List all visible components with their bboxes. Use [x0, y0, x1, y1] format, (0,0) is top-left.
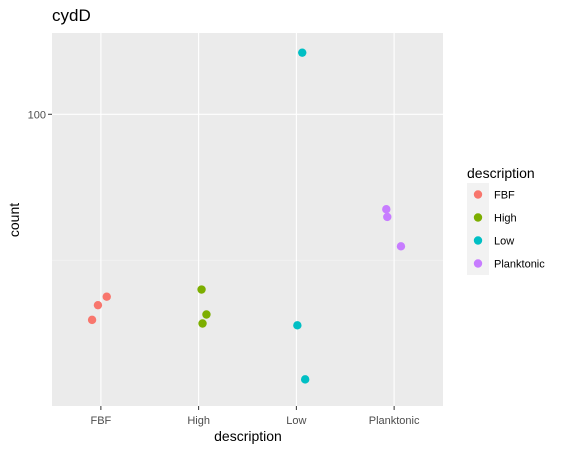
- y-axis-ticks: 100: [28, 109, 52, 121]
- legend-key-point: [473, 190, 483, 199]
- x-tick-label: High: [187, 415, 210, 427]
- data-point: [382, 205, 391, 214]
- data-point: [383, 212, 392, 222]
- legend-key-point: [473, 236, 483, 245]
- data-point: [293, 321, 302, 330]
- legend-key-point: [473, 213, 483, 222]
- data-points: [87, 48, 406, 384]
- legend-title: description: [467, 165, 535, 181]
- plot-panel: [52, 33, 443, 406]
- x-tick-label: Low: [286, 415, 306, 427]
- y-tick-label: 100: [28, 109, 46, 121]
- data-point: [93, 300, 103, 310]
- legend: FBF High Low Planktonic: [467, 183, 545, 275]
- chart-title: cydD: [52, 6, 91, 25]
- legend-label: FBF: [494, 190, 515, 202]
- legend-label: High: [494, 213, 517, 225]
- legend-label: Low: [494, 236, 514, 248]
- data-point: [197, 285, 206, 294]
- data-point: [198, 319, 207, 328]
- data-point: [298, 48, 307, 57]
- legend-label: Planktonic: [494, 259, 545, 271]
- x-tick-label: Planktonic: [369, 415, 420, 427]
- y-axis-title: count: [6, 203, 22, 237]
- data-point: [202, 310, 211, 319]
- x-axis-ticks: FBF High Low Planktonic: [90, 406, 420, 427]
- major-gridlines: [52, 33, 443, 406]
- data-point: [300, 375, 310, 384]
- data-point: [87, 315, 97, 325]
- x-axis-title: description: [214, 428, 282, 444]
- x-tick-label: FBF: [90, 415, 111, 427]
- legend-key-point: [473, 259, 483, 268]
- data-point: [396, 242, 406, 251]
- data-point: [102, 292, 111, 301]
